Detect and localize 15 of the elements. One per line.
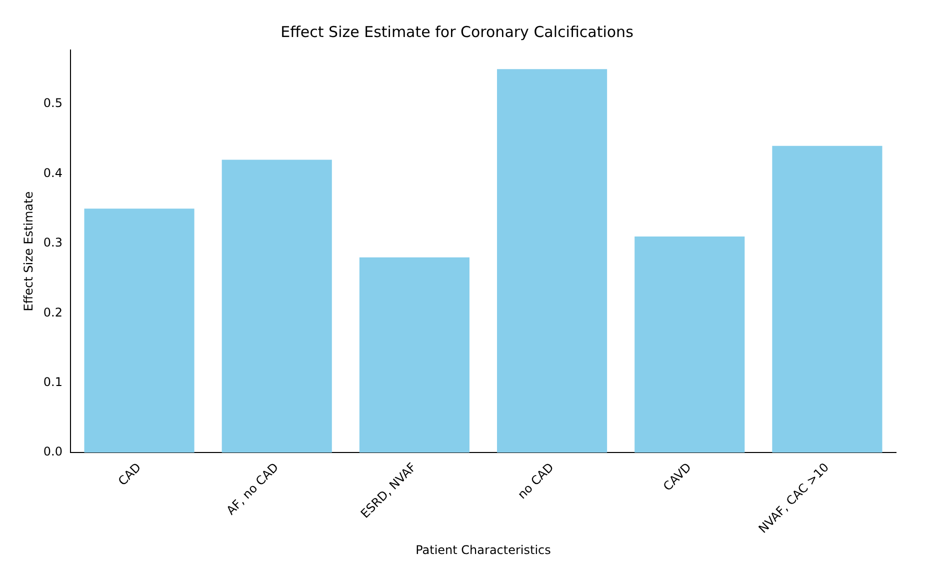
bar (497, 69, 608, 453)
bar (634, 236, 745, 453)
y-axis-title: Effect Size Estimate (21, 191, 36, 312)
y-tick-label: 0.1 (43, 375, 62, 390)
bar (772, 146, 882, 453)
bar (359, 257, 470, 453)
y-tick-label: 0.5 (43, 96, 62, 110)
y-tick-label: 0.2 (43, 305, 62, 320)
bar (222, 160, 332, 453)
y-tick-label: 0.4 (43, 166, 62, 180)
chart-title: Effect Size Estimate for Coronary Calcifications (280, 22, 634, 41)
x-axis-title: Patient Characteristics (416, 542, 551, 557)
y-tick-label: 0.3 (43, 236, 62, 250)
bar (84, 208, 194, 453)
y-tick-label: 0.0 (43, 444, 62, 459)
